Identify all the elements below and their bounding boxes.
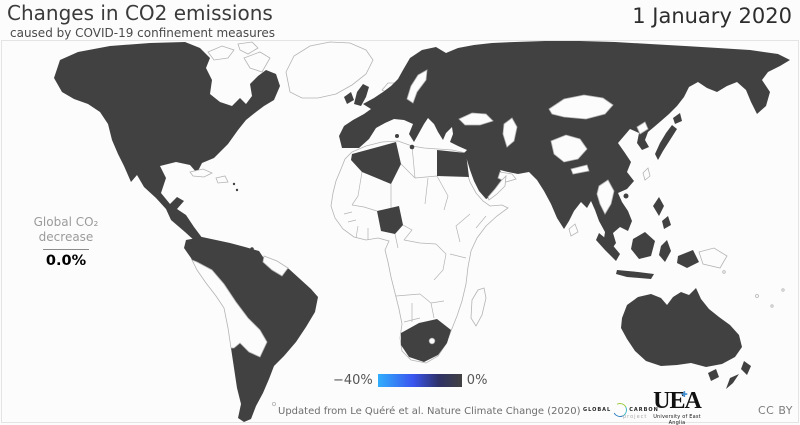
pacific-island [770, 304, 774, 308]
global-decrease-label-line1: Global CO₂ [33, 215, 99, 229]
country-australia [621, 288, 742, 367]
arctic-islands [207, 41, 271, 73]
page-subtitle: caused by COVID-19 confinement measures [10, 26, 276, 40]
pacific-island [722, 270, 726, 274]
country-japan [655, 125, 677, 160]
pacific-island [781, 288, 785, 292]
country-nepal [570, 164, 590, 175]
sea-baltic [406, 69, 428, 104]
region-guyanas [262, 255, 289, 277]
legend-max-label: 0% [466, 373, 488, 388]
island-sumatra [596, 233, 620, 261]
island-hokkaido [673, 113, 682, 124]
gcp-word-project: project [623, 414, 648, 420]
country-mongolia [548, 94, 614, 120]
country-ireland [344, 92, 354, 104]
uea-plus-icon: ✚ [681, 390, 688, 399]
country-lesotho [428, 337, 436, 345]
country-myanmar [596, 179, 615, 215]
island-corsica [395, 134, 399, 138]
global-decrease-label-line2: decrease [38, 230, 94, 244]
island-java [616, 270, 654, 279]
region-central-asia [550, 134, 588, 163]
island-hainan [623, 193, 629, 199]
global-decrease-stat: Global CO₂ decrease 0.0% [18, 215, 114, 269]
country-madagascar [470, 287, 487, 327]
country-new-zealand [726, 361, 751, 389]
global-decrease-value: 0.0% [45, 253, 87, 269]
country-philippines [653, 197, 671, 229]
country-united-kingdom [354, 84, 369, 106]
island-taiwan [642, 167, 651, 181]
falkland-islands [271, 401, 276, 406]
country-sri-lanka [568, 223, 579, 237]
page-title: Changes in CO2 emissions [7, 1, 273, 25]
region-yemen-oman [487, 174, 507, 201]
country-egypt [437, 150, 469, 177]
country-greenland [285, 41, 374, 99]
legend-min-label: −40% [333, 373, 373, 388]
global-carbon-project-logo: GLOBAL CARBON project [583, 400, 658, 420]
country-cuba [189, 168, 213, 178]
country-papua-new-guinea [698, 247, 728, 269]
country-hispaniola [215, 175, 229, 184]
lesser-antilles-island [232, 182, 236, 186]
color-scale-legend: −40% 0% [333, 373, 487, 388]
island-tasmania [708, 369, 719, 381]
lesser-antilles-island [235, 188, 239, 192]
uea-caption: University of East Anglia [653, 414, 701, 425]
pacific-island [755, 294, 759, 298]
island-sulawesi [659, 240, 671, 262]
legend-gradient-bar [377, 374, 462, 387]
gcp-word-carbon: CARBON [629, 407, 659, 413]
stat-divider [43, 249, 89, 250]
country-algeria [351, 142, 401, 184]
date-label: 1 January 2020 [632, 4, 792, 28]
landmass-north-america [54, 42, 280, 242]
sea-caspian [502, 117, 518, 148]
uea-acronym: UEA [653, 388, 702, 414]
island-sicily [409, 144, 415, 150]
island-borneo [631, 232, 655, 259]
gcp-word-global: GLOBAL [583, 407, 612, 413]
region-andes-no-data [191, 259, 268, 358]
attribution-text: Updated from Le Quéré et al. Nature Clim… [278, 406, 581, 417]
country-south-africa [401, 319, 451, 362]
uea-logo: UEA ✚ University of East Anglia [650, 389, 704, 425]
country-nigeria [377, 206, 403, 234]
africa-country-borders [343, 145, 487, 323]
sea-black [458, 112, 494, 126]
country-north-korea [636, 121, 649, 135]
island-new-guinea-west [677, 250, 699, 268]
license-label: CC BY [757, 404, 793, 417]
island-sakhalin [664, 84, 674, 106]
